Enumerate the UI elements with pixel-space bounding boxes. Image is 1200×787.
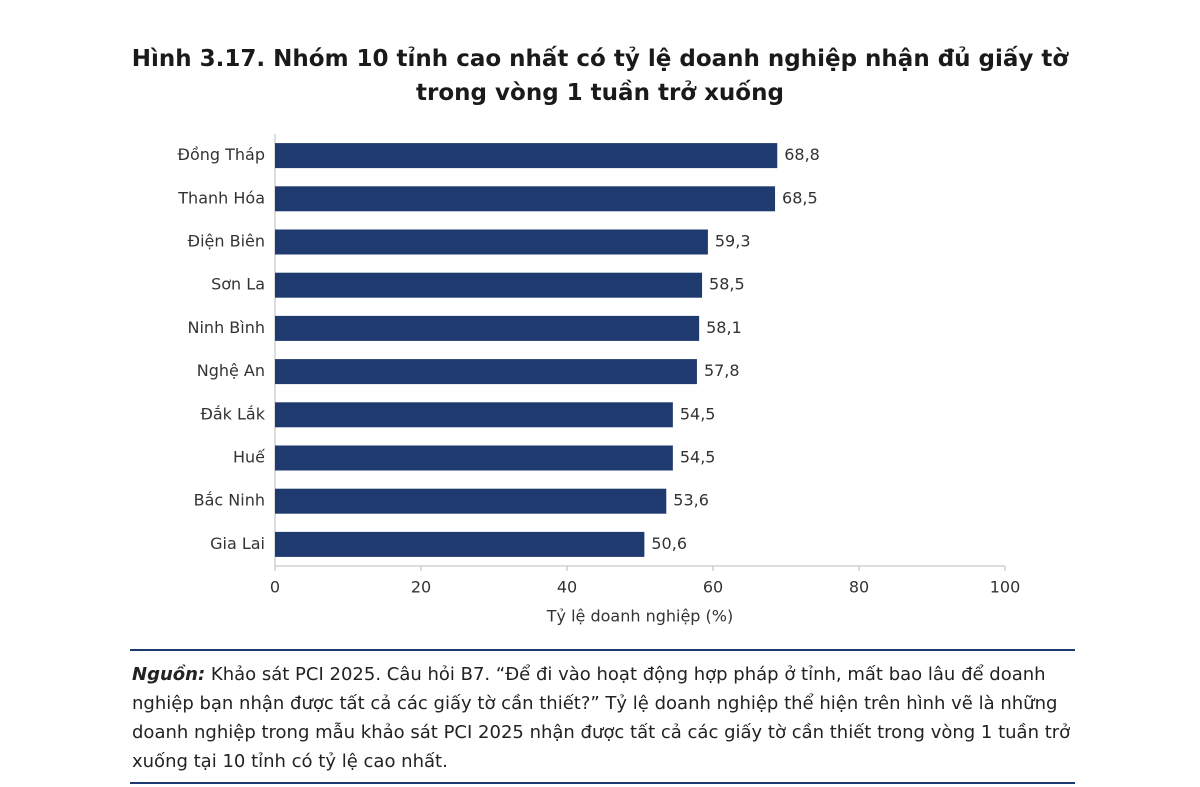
rule xyxy=(130,649,1075,651)
value-label: 59,3 xyxy=(715,232,751,251)
y-tick-label: Huế xyxy=(233,448,265,467)
y-tick-label: Bắc Ninh xyxy=(194,491,265,510)
y-tick-label: Ninh Bình xyxy=(188,318,265,337)
x-tick-label: 80 xyxy=(849,578,869,597)
x-tick-label: 0 xyxy=(270,578,280,597)
rule xyxy=(130,782,1075,784)
bar xyxy=(275,272,703,298)
source-text: Khảo sát PCI 2025. Câu hỏi B7. “Để đi và… xyxy=(132,664,1071,772)
bar xyxy=(275,488,667,514)
bar xyxy=(275,402,673,428)
value-label: 68,5 xyxy=(782,188,818,207)
bar xyxy=(275,359,697,385)
y-tick-label: Đồng Tháp xyxy=(178,145,265,164)
value-label: 68,8 xyxy=(784,145,820,164)
source-note: Nguồn: Khảo sát PCI 2025. Câu hỏi B7. “Đ… xyxy=(132,660,1077,776)
x-tick-label: 100 xyxy=(990,578,1021,597)
value-label: 58,5 xyxy=(709,275,745,294)
chart-title: Hình 3.17. Nhóm 10 tỉnh cao nhất có tỷ l… xyxy=(131,46,1069,106)
bar xyxy=(275,229,708,255)
x-axis-label: Tỷ lệ doanh nghiệp (%) xyxy=(546,607,733,626)
value-label: 54,5 xyxy=(680,448,716,467)
y-tick-label: Sơn La xyxy=(211,275,265,294)
y-tick-label: Điện Biên xyxy=(188,232,265,251)
value-label: 53,6 xyxy=(673,491,709,510)
source-label: Nguồn: xyxy=(132,664,206,685)
bar xyxy=(275,315,700,341)
bar xyxy=(275,445,673,471)
x-tick-label: 20 xyxy=(411,578,431,597)
y-tick-label: Thanh Hóa xyxy=(177,188,265,207)
value-label: 54,5 xyxy=(680,404,716,423)
value-label: 50,6 xyxy=(651,534,687,553)
x-tick-label: 40 xyxy=(557,578,577,597)
value-label: 57,8 xyxy=(704,361,740,380)
bar xyxy=(275,143,778,169)
y-tick-label: Nghệ An xyxy=(197,361,265,380)
bar xyxy=(275,531,645,557)
y-tick-label: Đắk Lắk xyxy=(200,404,265,423)
x-tick-label: 60 xyxy=(703,578,723,597)
y-tick-label: Gia Lai xyxy=(210,534,265,553)
bar xyxy=(275,186,776,212)
value-label: 58,1 xyxy=(706,318,742,337)
